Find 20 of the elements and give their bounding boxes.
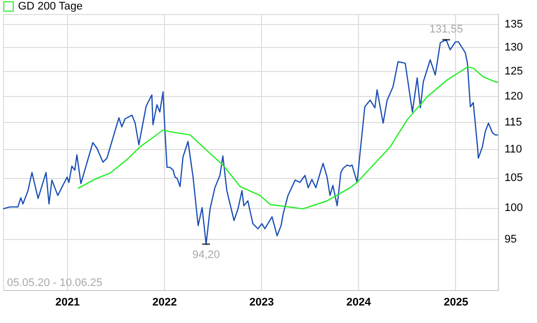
y-tick-label: 130 [504, 41, 523, 54]
annotation: 131,55 [429, 24, 463, 36]
line-series [2, 39, 499, 245]
y-tick-label: 135 [504, 18, 523, 30]
y-tick-label: 125 [504, 66, 523, 78]
annotation: 94,20 [192, 249, 220, 262]
x-tick-label: 2024 [346, 296, 372, 308]
x-tick-label: 2021 [55, 296, 80, 308]
x-tick-label: 2023 [249, 296, 274, 308]
y-tick-label: 115 [504, 116, 522, 129]
annotation: 05.05.20 - 10.06.25 [7, 277, 102, 289]
legend-label: GD 200 Tage [18, 0, 83, 12]
y-tick-label: 105 [504, 172, 523, 184]
line-series [77, 66, 499, 210]
y-tick-label: 110 [504, 144, 522, 156]
y-tick-label: 95 [504, 233, 517, 246]
y-tick-label: 120 [504, 90, 523, 102]
y-tick-label: 100 [504, 202, 523, 214]
x-tick-label: 2022 [152, 296, 177, 308]
x-tick-label: 2025 [444, 296, 468, 308]
